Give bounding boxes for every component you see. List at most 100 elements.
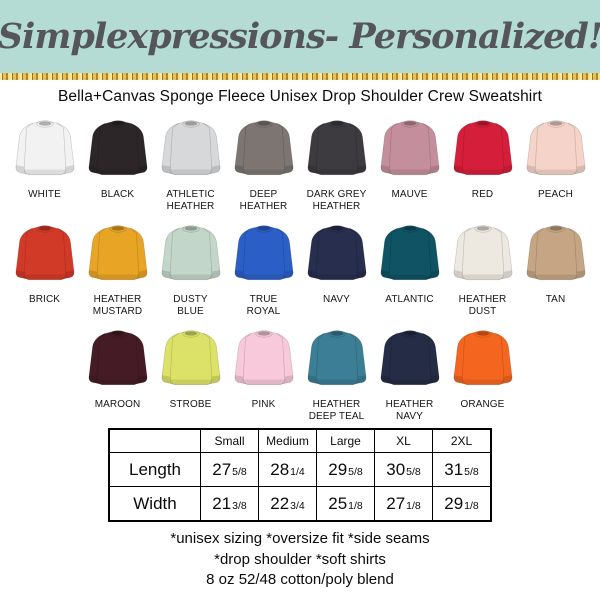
sweatshirt-icon xyxy=(453,330,512,386)
sweatshirt-icon xyxy=(88,225,147,281)
color-label: HEATHER MUSTARD xyxy=(92,294,143,317)
brand-banner: Simplexpressions- Personalized! xyxy=(0,0,600,73)
color-swatch-item: ATHLETIC HEATHER xyxy=(154,110,227,213)
color-swatch-item: HEATHER DUST xyxy=(446,215,519,318)
size-chart-table: Small Medium Large XL 2XL Length 275/8 281/4 29… xyxy=(108,428,492,522)
size-column-header: Medium xyxy=(258,428,317,453)
color-label: DARK GREY HEATHER xyxy=(306,189,367,212)
color-row: BRICK HEATHER MUSTARD xyxy=(0,215,600,318)
sweatshirt-icon xyxy=(88,120,147,176)
sweatshirt-icon xyxy=(307,225,366,281)
sweatshirt-icon xyxy=(161,330,220,386)
size-column-header: Small xyxy=(200,428,259,453)
color-label: BLACK xyxy=(100,189,135,200)
color-label: ATHLETIC HEATHER xyxy=(166,189,215,212)
sweatshirt-icon xyxy=(161,225,220,281)
color-label: DUSTY BLUE xyxy=(173,294,208,317)
color-label: BRICK xyxy=(28,294,61,305)
feature-line-1: *unisex sizing *oversize fit *side seams xyxy=(170,530,430,547)
color-swatch-item: RED xyxy=(446,110,519,213)
color-label: HEATHER NAVY xyxy=(385,399,434,422)
size-value-cell: 281/4 xyxy=(258,452,317,487)
dimension-label: Width xyxy=(108,486,201,522)
size-column-header: XL xyxy=(374,428,433,453)
sweatshirt-icon xyxy=(234,225,293,281)
size-chart-row: Length 275/8 281/4 295/8 305/8 315/8 xyxy=(108,452,492,487)
sweatshirt-icon xyxy=(526,225,585,281)
sweatshirt-icon xyxy=(453,120,512,176)
color-swatch-item: BLACK xyxy=(81,110,154,213)
color-swatch-item: HEATHER NAVY xyxy=(373,320,446,423)
color-label: ORANGE xyxy=(460,399,505,410)
color-label: DEEP HEATHER xyxy=(239,189,288,212)
color-label: RED xyxy=(471,189,494,200)
size-value-cell: 305/8 xyxy=(374,452,433,487)
size-column-header: 2XL xyxy=(432,428,492,453)
color-swatch-item: NAVY xyxy=(300,215,373,318)
color-swatch-item: ORANGE xyxy=(446,320,519,423)
color-swatch-item: DARK GREY HEATHER xyxy=(300,110,373,213)
color-label: TAN xyxy=(545,294,566,305)
color-swatch-item: MAROON xyxy=(81,320,154,423)
color-label: WHITE xyxy=(28,189,61,200)
color-swatch-item: BRICK xyxy=(8,215,81,318)
color-swatch-item: PINK xyxy=(227,320,300,423)
product-title: Bella+Canvas Sponge Fleece Unisex Drop S… xyxy=(57,88,543,105)
sweatshirt-icon xyxy=(161,120,220,176)
size-chart-corner-cell xyxy=(108,428,201,453)
color-label: HEATHER DEEP TEAL xyxy=(308,399,365,422)
color-label: MAROON xyxy=(94,399,141,410)
color-swatch-item: DUSTY BLUE xyxy=(154,215,227,318)
size-column-header: Large xyxy=(316,428,375,453)
size-value-cell: 315/8 xyxy=(432,452,492,487)
color-swatch-item: MAUVE xyxy=(373,110,446,213)
color-swatch-item: TAN xyxy=(519,215,592,318)
sweatshirt-icon xyxy=(234,120,293,176)
sweatshirt-icon xyxy=(234,330,293,386)
footer-notes: *unisex sizing *oversize fit *side seams… xyxy=(0,529,600,591)
size-value-cell: 271/8 xyxy=(374,486,433,522)
glitter-divider xyxy=(0,73,600,80)
size-chart-body: Length 275/8 281/4 295/8 305/8 315/8 Width 213/… xyxy=(108,452,492,522)
color-swatch-item: STROBE xyxy=(154,320,227,423)
sweatshirt-icon xyxy=(526,120,585,176)
sweatshirt-icon xyxy=(307,120,366,176)
color-swatch-item: WHITE xyxy=(8,110,81,213)
sweatshirt-icon xyxy=(380,225,439,281)
color-swatch-item: HEATHER MUSTARD xyxy=(81,215,154,318)
color-label: HEATHER DUST xyxy=(458,294,507,317)
color-label: STROBE xyxy=(169,399,212,410)
size-value-cell: 291/8 xyxy=(432,486,492,522)
sweatshirt-icon xyxy=(380,330,439,386)
dimension-label: Length xyxy=(108,452,201,487)
color-label: PEACH xyxy=(538,189,573,200)
size-value-cell: 213/8 xyxy=(200,486,259,522)
size-value-cell: 223/4 xyxy=(258,486,317,522)
color-label: MAUVE xyxy=(391,189,428,200)
sweatshirt-icon xyxy=(380,120,439,176)
sweatshirt-icon xyxy=(307,330,366,386)
color-row: WHITE BLACK xyxy=(0,110,600,213)
color-swatch-item: ATLANTIC xyxy=(373,215,446,318)
color-label: TRUE ROYAL xyxy=(246,294,281,317)
color-grid: WHITE BLACK xyxy=(0,110,600,423)
feature-line-2: *drop shoulder *soft shirts xyxy=(214,550,386,568)
color-label: NAVY xyxy=(323,294,350,305)
sweatshirt-icon xyxy=(88,330,147,386)
color-swatch-item: PEACH xyxy=(519,110,592,213)
color-row: MAROON STROBE xyxy=(0,320,600,423)
color-swatch-item: HEATHER DEEP TEAL xyxy=(300,320,373,423)
color-label: ATLANTIC xyxy=(385,294,434,305)
size-value-cell: 275/8 xyxy=(200,452,259,487)
size-chart-row: Width 213/8 223/4 251/8 271/8 291/8 xyxy=(108,486,492,522)
size-chart-header-row: Small Medium Large XL 2XL xyxy=(108,428,492,453)
size-value-cell: 295/8 xyxy=(316,452,375,487)
brand-script-text: Simplexpressions- Personalized! xyxy=(0,16,600,57)
color-label: PINK xyxy=(251,399,276,410)
color-swatch-item: TRUE ROYAL xyxy=(227,215,300,318)
sweatshirt-icon xyxy=(453,225,512,281)
size-value-cell: 251/8 xyxy=(316,486,375,522)
color-swatch-item: DEEP HEATHER xyxy=(227,110,300,213)
sweatshirt-icon xyxy=(15,225,74,281)
